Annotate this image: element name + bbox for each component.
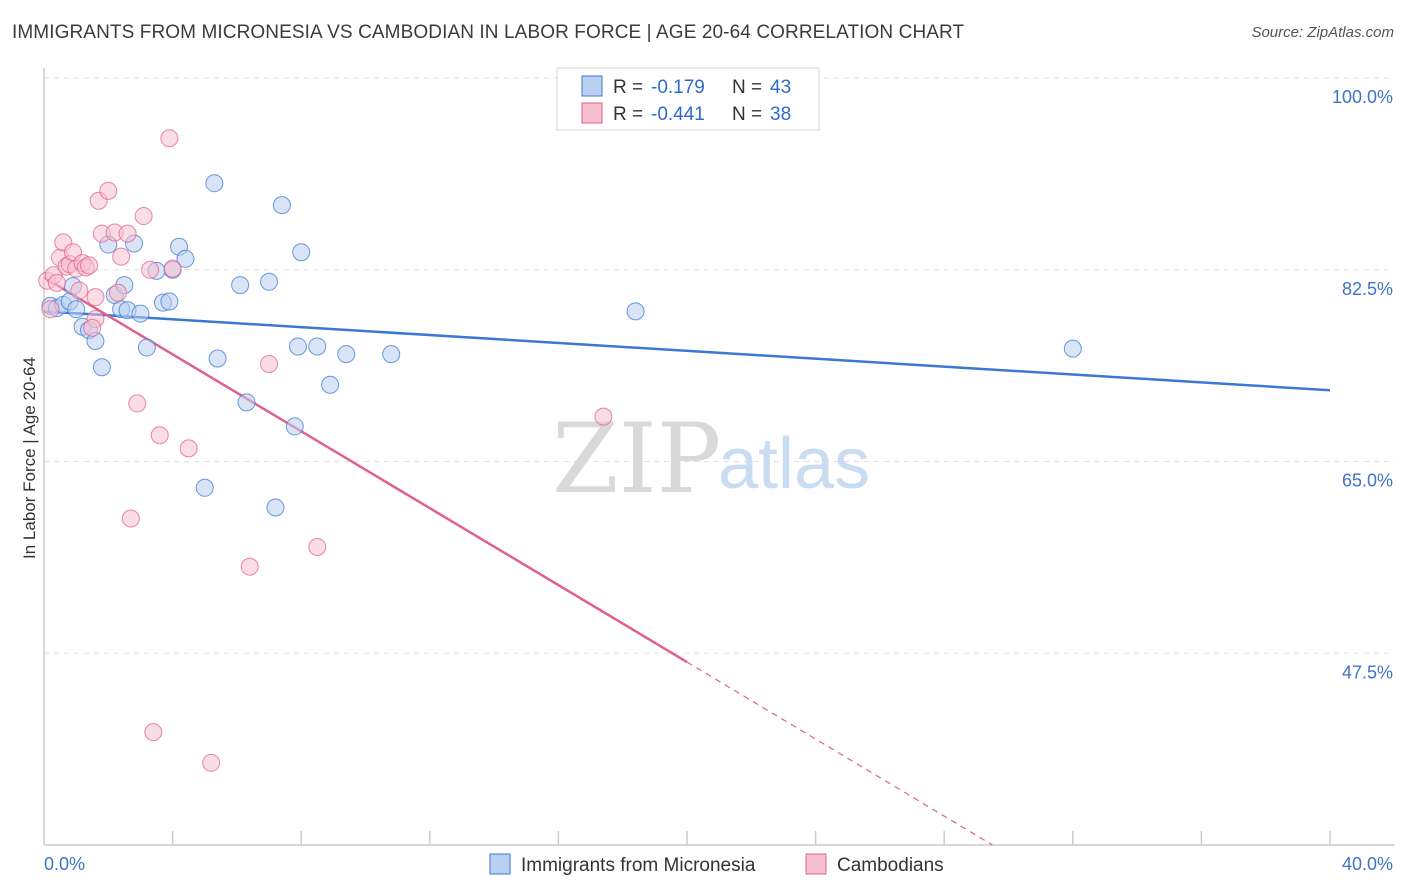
point-series1-3: [47, 273, 66, 292]
series-legend: Immigrants from Micronesia Cambodians: [489, 853, 944, 876]
point-series0-28: [260, 272, 279, 291]
legend-r-label-1: R =: [613, 77, 643, 98]
point-series0-36: [337, 345, 356, 364]
watermark-atlas: atlas: [718, 424, 870, 504]
legend-n-label-2: N =: [732, 104, 762, 125]
point-series0-33: [292, 243, 311, 262]
point-series0-39: [626, 302, 645, 321]
trend-line-extension-series1: [686, 661, 993, 846]
trend-lines: [43, 276, 1331, 846]
source-label: Source: ZipAtlas.com: [1251, 24, 1394, 41]
data-points: [38, 129, 1082, 772]
legend-n-value-1: 43: [770, 77, 791, 98]
y-tick-labels: 47.5% 65.0% 82.5% 100.0%: [1332, 87, 1393, 682]
legend-swatch-pink: [581, 102, 603, 124]
y-tick-label-2: 82.5%: [1342, 279, 1393, 299]
y-tick-label-0: 47.5%: [1342, 662, 1393, 682]
point-series0-24: [205, 174, 224, 193]
trend-line-series0: [43, 310, 1331, 392]
legend-label-micronesia: Immigrants from Micronesia: [521, 855, 756, 876]
legend-swatch-blue: [581, 75, 603, 97]
x-tick-labels: 0.0% 40.0%: [44, 854, 1393, 874]
point-series0-38: [382, 345, 401, 364]
point-series0-34: [308, 337, 327, 356]
point-series1-21: [112, 247, 131, 266]
point-series1-30: [121, 509, 140, 528]
point-series1-14: [86, 288, 105, 307]
chart-title: IMMIGRANTS FROM MICRONESIA VS CAMBODIAN …: [12, 22, 965, 43]
point-series0-25: [208, 349, 227, 368]
watermark: ZIP atlas: [552, 403, 870, 515]
point-series0-17: [137, 338, 156, 357]
point-series1-32: [240, 557, 259, 576]
legend-n-value-2: 38: [770, 104, 791, 125]
point-series0-32: [288, 337, 307, 356]
point-series1-23: [128, 394, 147, 413]
point-series0-29: [266, 498, 285, 517]
point-series0-27: [237, 393, 256, 412]
point-series1-10: [70, 281, 89, 300]
y-tick-label-1: 65.0%: [1342, 471, 1393, 491]
legend-label-cambodians: Cambodians: [837, 855, 944, 876]
point-series0-35: [321, 375, 340, 394]
point-series0-20: [160, 292, 179, 311]
point-series1-34: [308, 537, 327, 556]
point-series0-30: [272, 196, 291, 215]
legend-r-value-2: -0.441: [651, 104, 705, 125]
axes: [43, 68, 1395, 846]
point-series1-1: [41, 300, 60, 319]
point-series0-5: [67, 300, 86, 319]
point-series1-28: [163, 259, 182, 278]
y-axis-label: In Labor Force | Age 20-64: [20, 357, 39, 559]
point-series1-22: [118, 224, 137, 243]
point-series1-29: [179, 439, 198, 458]
point-series0-23: [176, 249, 195, 268]
point-series0-40: [1063, 339, 1082, 358]
watermark-zip: ZIP: [552, 403, 721, 515]
point-series1-27: [160, 129, 179, 148]
y-tick-label-3: 100.0%: [1332, 87, 1393, 107]
point-series0-16: [131, 304, 150, 323]
legend-r-label-2: R =: [613, 104, 643, 125]
point-series1-33: [260, 354, 279, 373]
x-tick-label-max: 40.0%: [1342, 854, 1393, 874]
legend-r-value-1: -0.179: [651, 77, 705, 98]
legend-swatch-cambodians: [805, 853, 827, 875]
point-series1-25: [141, 260, 160, 279]
point-series1-26: [150, 426, 169, 445]
x-tick-label-min: 0.0%: [44, 854, 85, 874]
stats-legend: R = -0.179 N = 43 R = -0.441 N = 38: [556, 67, 820, 131]
point-series1-24: [134, 207, 153, 226]
legend-swatch-micronesia: [489, 853, 511, 875]
point-series0-26: [231, 276, 250, 295]
point-series1-37: [83, 318, 102, 337]
legend-n-label-1: N =: [732, 77, 762, 98]
point-series1-31: [202, 753, 221, 772]
point-series1-35: [594, 407, 613, 426]
point-series1-13: [80, 256, 99, 275]
point-series0-9: [92, 358, 111, 377]
point-series0-31: [285, 417, 304, 436]
point-series1-18: [99, 181, 118, 200]
point-series0-37: [195, 478, 214, 497]
point-series1-36: [144, 723, 163, 742]
point-series1-20: [108, 283, 127, 302]
